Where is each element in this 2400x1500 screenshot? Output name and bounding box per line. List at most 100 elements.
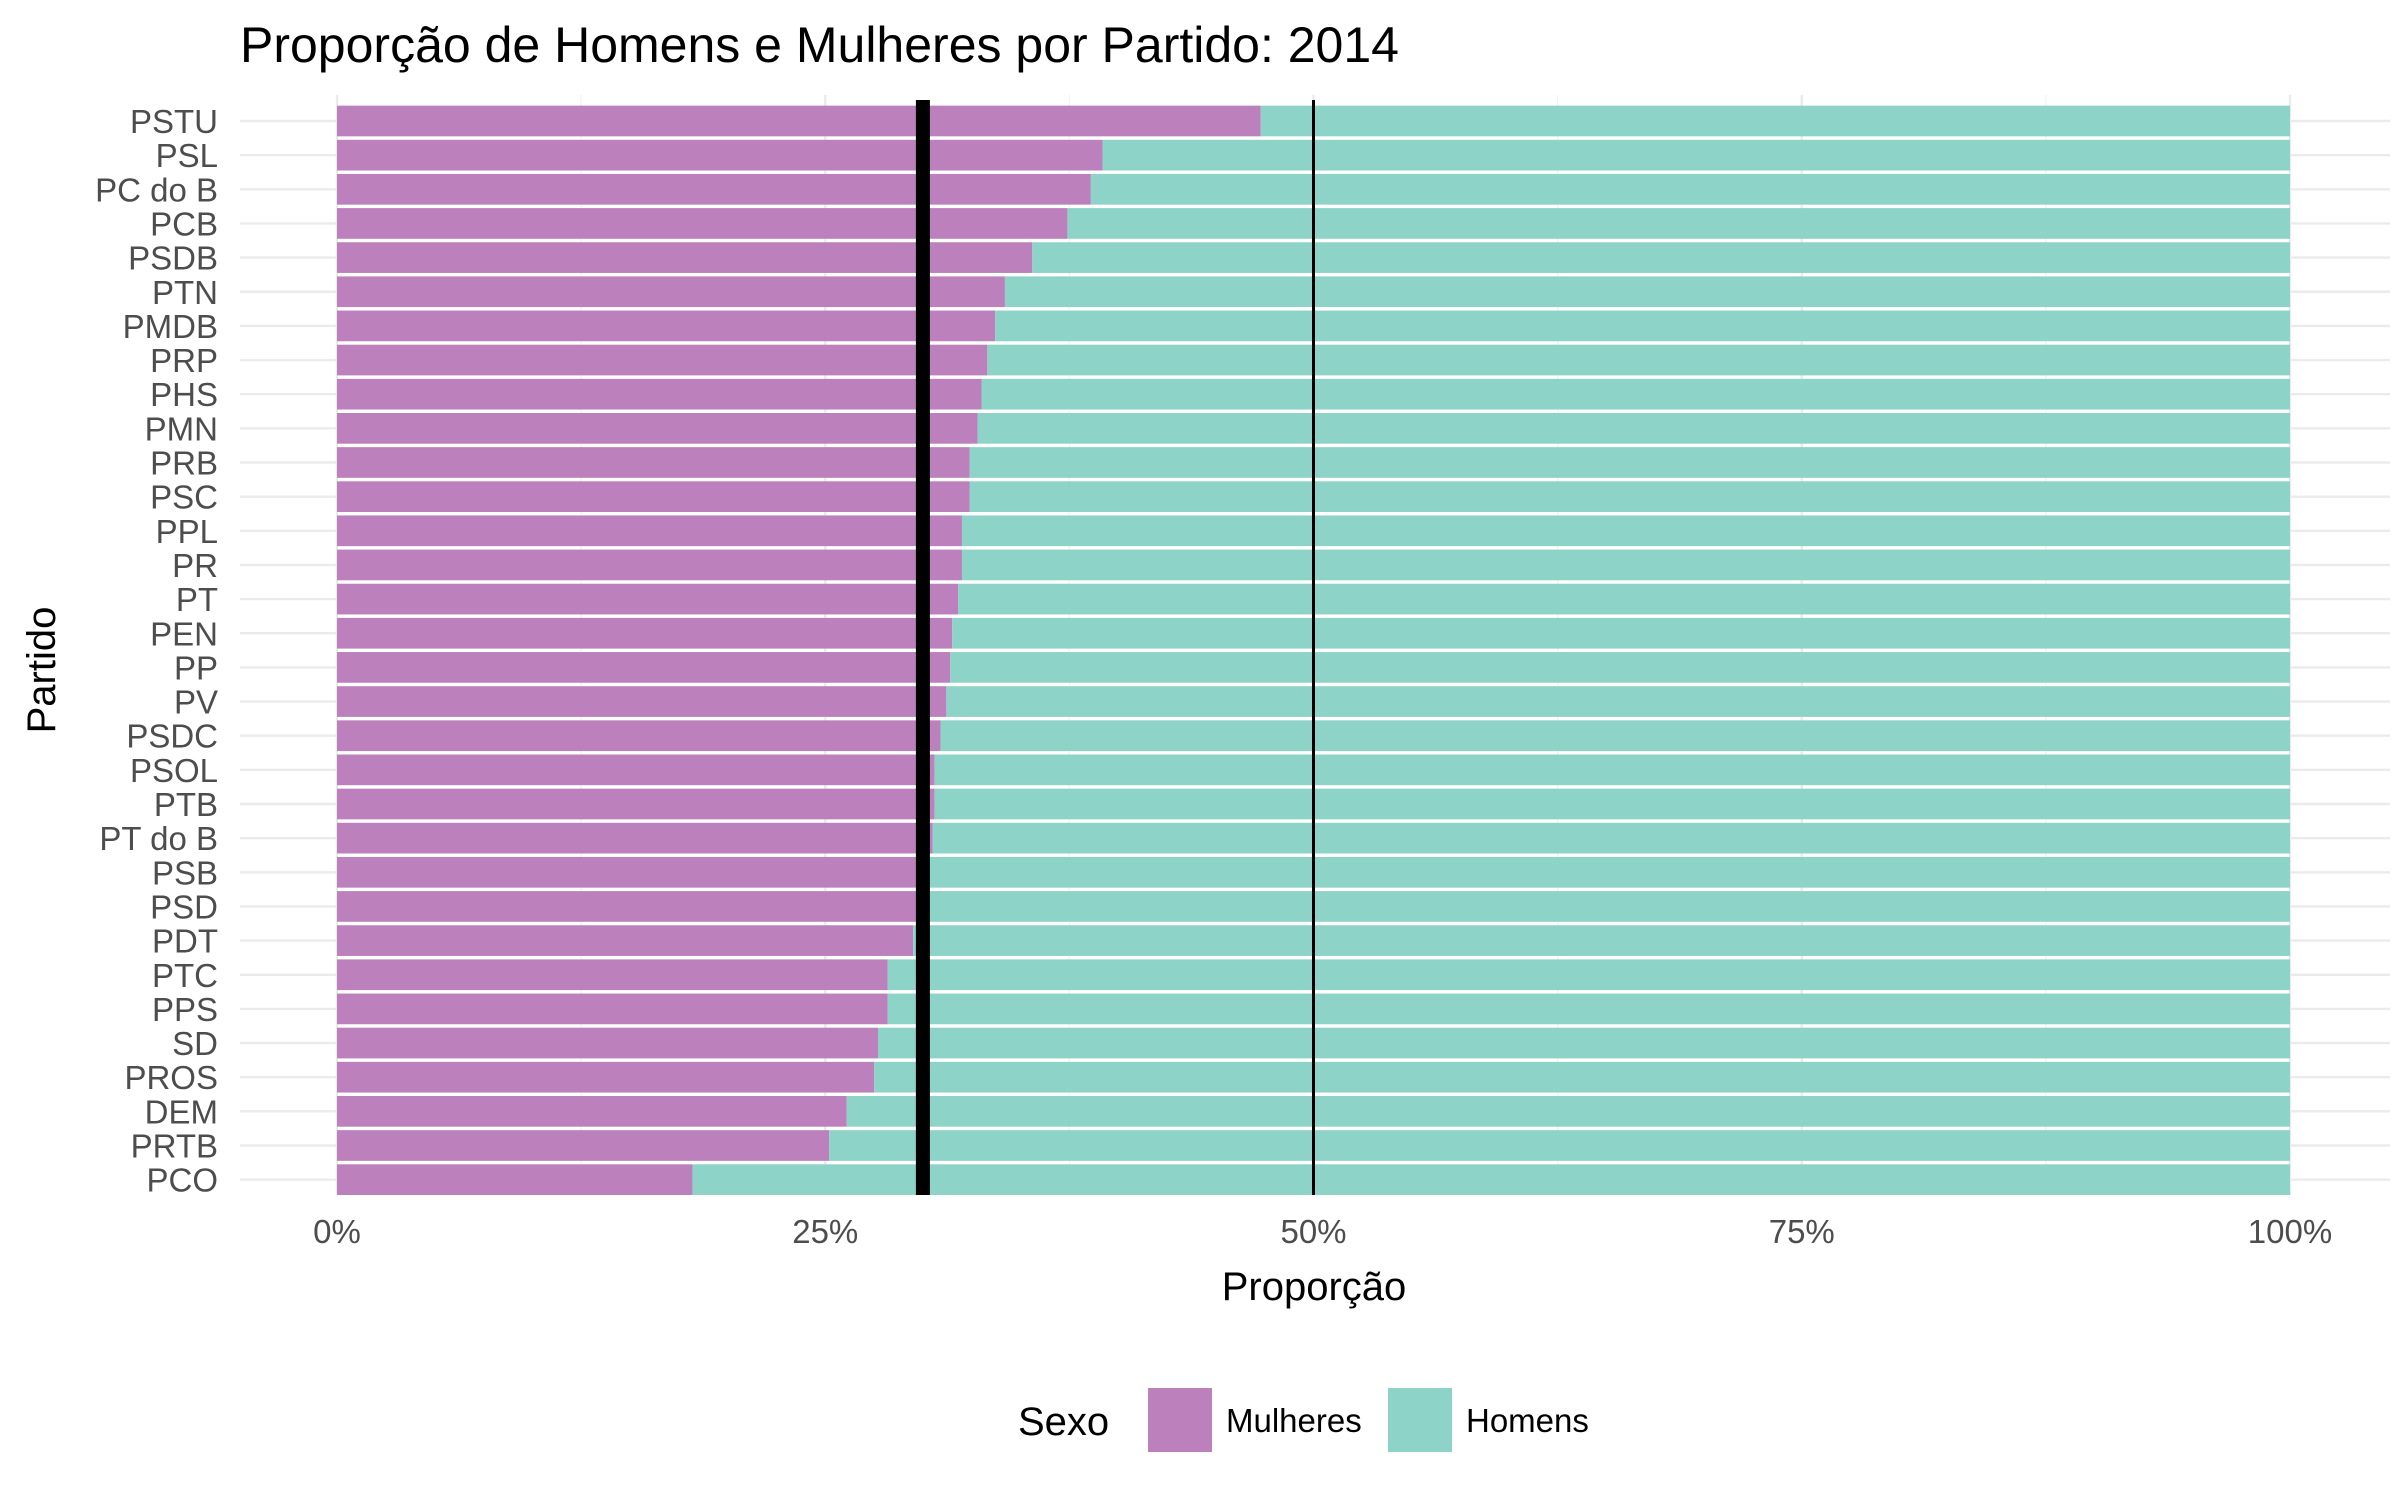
y-tick-label: PT — [176, 581, 218, 618]
bar-psol-mulheres — [337, 754, 935, 786]
bar-pco-homens — [692, 1164, 2290, 1195]
bar-ptc-mulheres — [337, 959, 888, 991]
bar-dem-homens — [846, 1096, 2291, 1127]
bar-phs-mulheres — [337, 378, 982, 410]
y-tick-label: PMN — [145, 410, 218, 447]
y-tick-label: PSC — [150, 479, 218, 516]
bar-pc-do-b-homens — [1090, 173, 2290, 205]
bar-pps-mulheres — [337, 993, 888, 1025]
y-tick-label: PPL — [156, 513, 218, 550]
bar-psb-homens — [928, 856, 2290, 888]
bar-psc-homens — [969, 481, 2290, 512]
bar-pt-homens — [958, 583, 2291, 615]
bar-prb-mulheres — [337, 447, 970, 478]
legend-label-mulheres: Mulheres — [1226, 1402, 1362, 1439]
bar-sd-mulheres — [337, 1027, 878, 1059]
y-tick-label: PHS — [150, 376, 218, 413]
bar-pr-mulheres — [337, 549, 962, 581]
bar-pen-mulheres — [337, 617, 953, 649]
bar-ptn-mulheres — [337, 276, 1005, 308]
bar-prb-homens — [969, 447, 2290, 478]
bar-prp-homens — [987, 344, 2290, 376]
legend-title: Sexo — [1018, 1400, 1109, 1444]
y-tick-label: PPS — [152, 991, 218, 1028]
y-tick-label: PRTB — [131, 1128, 218, 1165]
bar-psl-homens — [1102, 139, 2290, 171]
y-tick-label: PSDC — [126, 718, 218, 755]
bar-pmdb-mulheres — [337, 310, 996, 342]
y-tick-label: PTC — [152, 957, 218, 994]
bar-prp-mulheres — [337, 344, 988, 376]
bars-layer — [337, 105, 2291, 1195]
y-tick-label: PCO — [146, 1162, 218, 1199]
bar-pstu-homens — [1260, 105, 2290, 137]
y-tick-label: PSTU — [130, 103, 218, 140]
y-tick-label: PSD — [150, 888, 218, 925]
bar-psl-mulheres — [337, 139, 1103, 171]
legend-label-homens: Homens — [1466, 1402, 1589, 1439]
bar-pstu-mulheres — [337, 105, 1261, 137]
y-tick-label: PT do B — [99, 820, 218, 857]
y-tick-label: PSDB — [128, 240, 218, 277]
y-tick-label: PTB — [154, 786, 218, 823]
y-tick-label: PRB — [150, 445, 218, 482]
bar-psdb-homens — [1032, 242, 2290, 273]
bar-pt-do-b-mulheres — [337, 822, 933, 854]
y-tick-label: PTN — [152, 274, 218, 311]
y-tick-label: PRP — [150, 342, 218, 379]
y-tick-label: PV — [174, 684, 218, 721]
legend-swatch-homens — [1388, 1388, 1452, 1452]
y-tick-label: PSL — [156, 137, 218, 174]
bar-pdt-homens — [913, 925, 2290, 956]
bar-pen-homens — [952, 617, 2290, 649]
bar-prtb-homens — [829, 1130, 2290, 1161]
bar-psc-mulheres — [337, 481, 970, 512]
bar-pt-mulheres — [337, 583, 959, 615]
x-tick-label: 50% — [1280, 1213, 1346, 1250]
x-tick-label: 0% — [313, 1213, 361, 1250]
bar-pmn-homens — [977, 413, 2290, 444]
bar-pv-homens — [946, 686, 2291, 717]
bar-sd-homens — [877, 1027, 2291, 1059]
y-tick-label: SD — [172, 1025, 218, 1062]
x-tick-labels: 0% 25% 50% 75% 100% — [313, 1213, 2332, 1250]
bar-pros-homens — [874, 1061, 2291, 1093]
legend-swatch-mulheres — [1148, 1388, 1212, 1452]
chart-title: Proporção de Homens e Mulheres por Parti… — [240, 17, 1399, 73]
bar-pmdb-homens — [995, 310, 2290, 342]
bar-psdc-homens — [940, 720, 2290, 752]
y-tick-label: PDT — [152, 923, 218, 960]
y-tick-label: PROS — [124, 1059, 218, 1096]
bar-ptb-mulheres — [337, 788, 935, 820]
reference-lines — [915, 100, 1315, 1195]
bar-pcb-mulheres — [337, 208, 1068, 239]
bar-pp-homens — [950, 652, 2291, 683]
bar-psd-mulheres — [337, 891, 927, 922]
bar-dem-mulheres — [337, 1096, 847, 1127]
bar-phs-homens — [981, 378, 2290, 410]
y-axis-title: Partido — [20, 607, 64, 734]
x-tick-label: 25% — [792, 1213, 858, 1250]
bar-pco-mulheres — [337, 1164, 693, 1195]
bar-pcb-homens — [1067, 208, 2290, 239]
y-tick-label: DEM — [145, 1093, 218, 1130]
x-axis-title: Proporção — [1222, 1265, 1407, 1309]
bar-ptn-homens — [1004, 276, 2290, 308]
bar-psol-homens — [934, 754, 2291, 786]
bar-pros-mulheres — [337, 1061, 875, 1093]
y-tick-label: PSOL — [130, 752, 218, 789]
bar-ppl-mulheres — [337, 515, 962, 547]
y-tick-label: PR — [172, 547, 218, 584]
bar-psdc-mulheres — [337, 720, 941, 752]
y-tick-label: PMDB — [123, 308, 218, 345]
bar-pdt-mulheres — [337, 925, 914, 956]
y-tick-label: PC do B — [95, 171, 218, 208]
y-tick-label: PP — [174, 649, 218, 686]
bar-pc-do-b-mulheres — [337, 173, 1091, 205]
bar-pp-mulheres — [337, 652, 951, 683]
bar-pr-homens — [961, 549, 2291, 581]
bar-ppl-homens — [961, 515, 2291, 547]
